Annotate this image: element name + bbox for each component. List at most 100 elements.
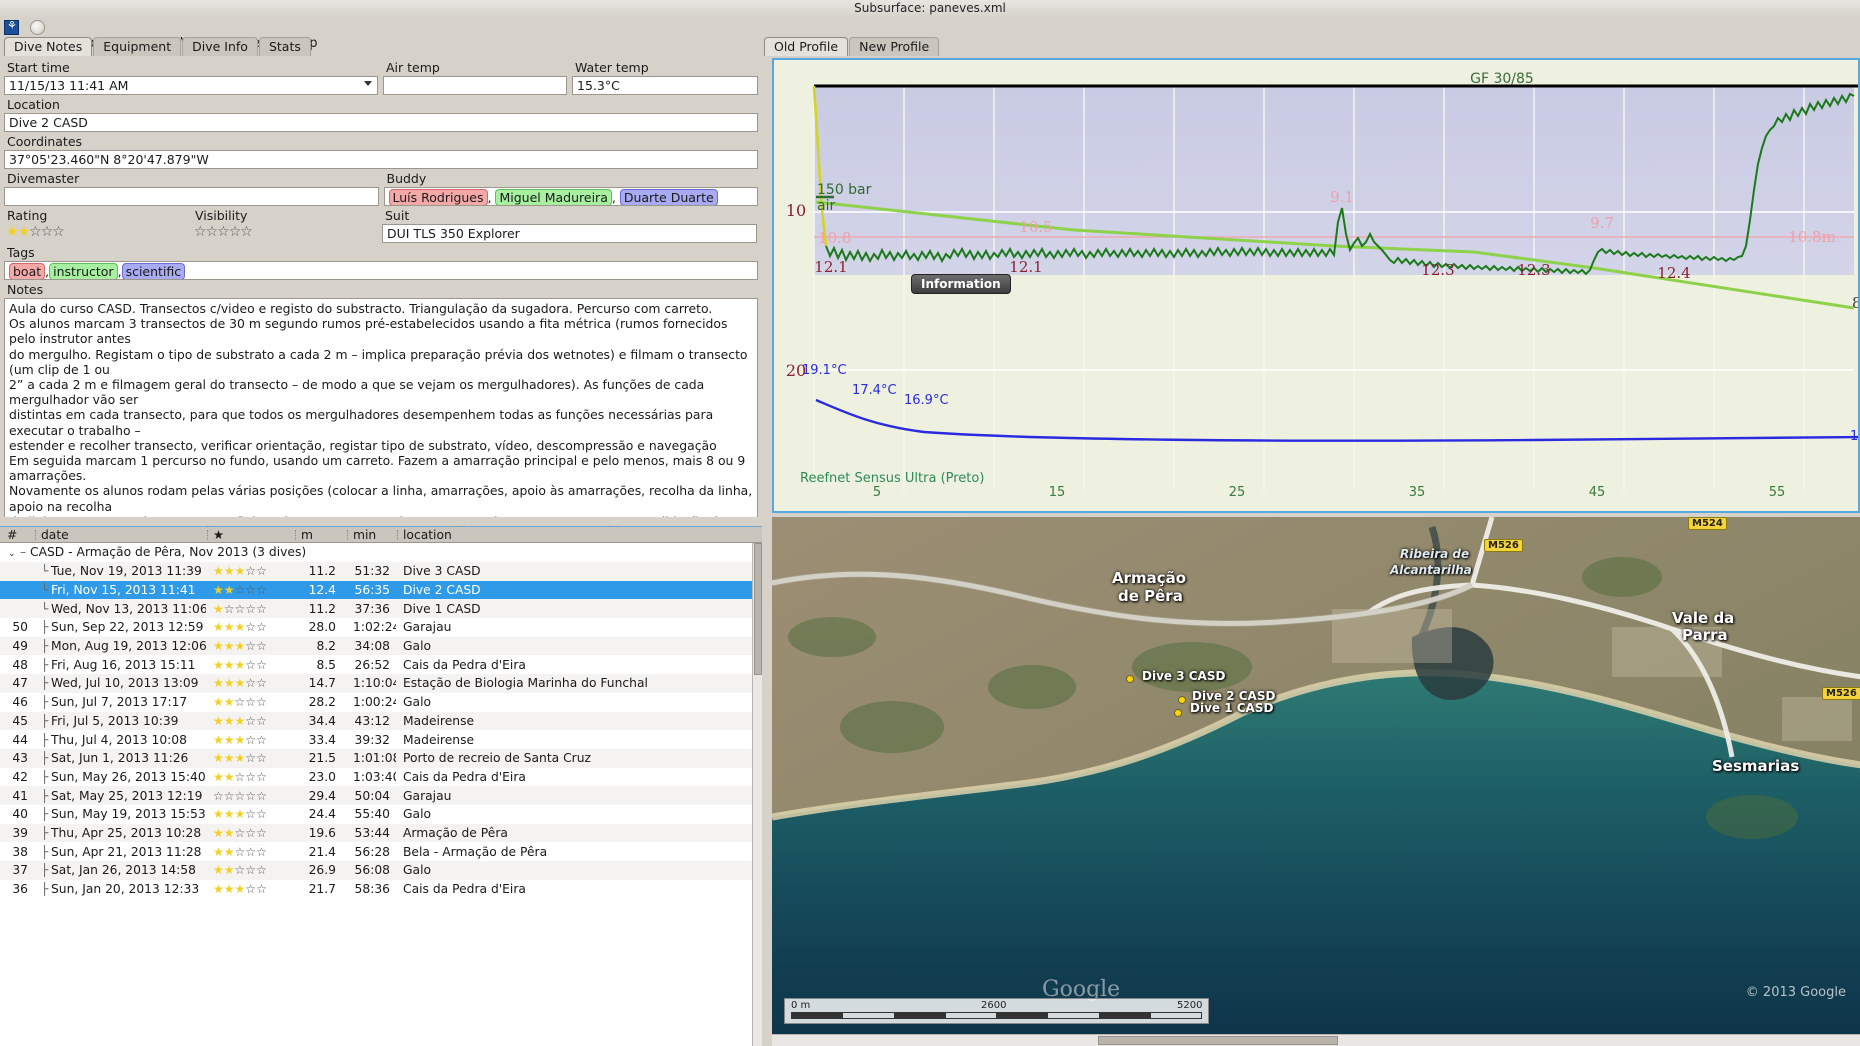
table-row[interactable]: 41 ├ Sat, May 25, 2013 12:19 ☆☆☆☆☆ 29.4 50:04… xyxy=(0,786,762,805)
map-scrollbar[interactable] xyxy=(772,1034,1860,1046)
table-row[interactable]: 46 ├ Sun, Jul 7, 2013 17:17 ★★☆☆☆ 28.2 1:00:2… xyxy=(0,693,762,712)
cell-rating[interactable]: ★★★☆☆ xyxy=(213,564,267,579)
map-label-dive-2[interactable]: Dive 2 CASD xyxy=(1192,689,1276,703)
buddy-chip[interactable]: Luís Rodrigues xyxy=(388,189,488,205)
cell-date: ├ Mon, Aug 19, 2013 12:06 xyxy=(41,639,206,654)
column-header-date[interactable]: date xyxy=(34,528,206,542)
tab-equipment[interactable]: Equipment xyxy=(93,37,182,56)
cell-rating[interactable]: ★★★☆☆ xyxy=(213,732,267,747)
dive-profile-chart[interactable]: 10 20 5 15 25 35 45 55 GF 30/85 150 bar … xyxy=(772,58,1860,513)
cell-depth: 8.2 xyxy=(316,639,336,654)
cell-rating[interactable]: ★★☆☆☆ xyxy=(213,769,267,784)
column-header-depth[interactable]: m xyxy=(294,528,346,542)
dive-map[interactable]: Armação de Pêra Ribeira de Alcantarilha … xyxy=(772,517,1860,1046)
table-row[interactable]: └ Wed, Nov 13, 2013 11:06 ★☆☆☆☆ 11.2 37:36 Di… xyxy=(0,599,762,619)
notes-textarea[interactable]: Aula do curso CASD. Transectos c/video e… xyxy=(4,298,758,522)
cell-rating[interactable]: ★★☆☆☆ xyxy=(213,695,267,710)
cell-rating[interactable]: ★★★☆☆ xyxy=(213,620,267,635)
table-row[interactable]: 42 ├ Sun, May 26, 2013 15:40 ★★☆☆☆ 23.0 1:03:… xyxy=(0,768,762,787)
chevron-down-icon[interactable] xyxy=(363,81,372,86)
table-row[interactable]: 48 ├ Fri, Aug 16, 2013 15:11 ★★★☆☆ 8.5 26:52 C… xyxy=(0,655,762,674)
y-tick-20: 20 xyxy=(786,361,806,380)
cell-rating[interactable]: ★★★☆☆ xyxy=(213,639,267,654)
dive-list-scrollbar[interactable] xyxy=(752,543,762,1046)
map-label-dive-1[interactable]: Dive 1 CASD xyxy=(1190,701,1274,715)
tag-chip[interactable]: scientific xyxy=(121,263,186,279)
tag-separator: , xyxy=(45,264,50,279)
tree-dash: ├ xyxy=(41,807,49,822)
coordinates-input[interactable]: 37°05'23.460"N 8°20'47.879"W xyxy=(4,150,758,169)
tab-dive-notes[interactable]: Dive Notes xyxy=(4,37,93,56)
tag-chip[interactable]: boat xyxy=(9,263,46,279)
visibility-stars[interactable]: ☆☆☆☆☆ xyxy=(194,224,253,240)
table-row[interactable]: └ Fri, Nov 15, 2013 11:41 ★★☆☆☆ 12.4 56:35 Di… xyxy=(0,580,762,600)
divemaster-input[interactable] xyxy=(4,187,379,206)
cell-rating[interactable]: ★★★☆☆ xyxy=(213,882,267,897)
chevron-down-icon[interactable]: ⌄ xyxy=(8,549,16,559)
table-row[interactable]: 50 ├ Sun, Sep 22, 2013 12:59 ★★★☆☆ 28.0 1:02:… xyxy=(0,618,762,637)
cell-location: Bela - Armação de Pêra xyxy=(403,844,548,859)
table-row[interactable]: 49 ├ Mon, Aug 19, 2013 12:06 ★★★☆☆ 8.2 34:08 G… xyxy=(0,636,762,656)
table-row[interactable]: 47 ├ Wed, Jul 10, 2013 13:09 ★★★☆☆ 14.7 1:10:… xyxy=(0,674,762,693)
cell-rating[interactable]: ★★☆☆☆ xyxy=(213,844,267,859)
water-temp-input[interactable]: 15.3°C xyxy=(572,76,758,95)
column-header-duration[interactable]: min xyxy=(346,528,396,542)
table-row[interactable]: 44 ├ Thu, Jul 4, 2013 10:08 ★★★☆☆ 33.4 39:32 M… xyxy=(0,730,762,749)
cell-rating[interactable]: ★★★☆☆ xyxy=(213,807,267,822)
cell-rating[interactable]: ★★★☆☆ xyxy=(213,657,267,672)
buddy-input[interactable]: Luís Rodrigues, Miguel Madureira, Duarte… xyxy=(383,187,758,206)
table-row[interactable]: 43 ├ Sat, Jun 1, 2013 11:26 ★★★☆☆ 21.5 1:01:0… xyxy=(0,748,762,768)
start-time-input[interactable]: 11/15/13 11:41 AM xyxy=(4,76,378,95)
tab-old-profile[interactable]: Old Profile xyxy=(764,37,849,56)
tab-dive-info[interactable]: Dive Info xyxy=(182,37,258,56)
suit-input[interactable]: DUI TLS 350 Explorer xyxy=(382,224,757,243)
tank-pressure-line xyxy=(815,200,1855,310)
air-temp-input[interactable] xyxy=(382,76,567,95)
tree-dash: ├ xyxy=(41,695,49,710)
tab-new-profile[interactable]: New Profile xyxy=(849,37,940,56)
tab-stats[interactable]: Stats xyxy=(258,37,311,56)
column-header-number[interactable]: # xyxy=(7,527,18,542)
column-header-rating[interactable]: ★ xyxy=(206,528,294,542)
splitter-handle[interactable]: ... ... ... xyxy=(0,517,762,530)
tree-dash: └ xyxy=(41,583,49,598)
cell-rating[interactable]: ★★★☆☆ xyxy=(213,676,267,691)
table-row[interactable]: 37 ├ Sat, Jan 26, 2013 14:58 ★★☆☆☆ 26.9 56:08… xyxy=(0,861,762,880)
cell-rating[interactable]: ★☆☆☆☆ xyxy=(213,601,267,616)
table-row[interactable]: 39 ├ Thu, Apr 25, 2013 10:28 ★★☆☆☆ 19.6 53:44… xyxy=(0,823,762,843)
dive-trip-group[interactable]: ⌄ – CASD - Armação de Pêra, Nov 2013 (3 di… xyxy=(0,543,762,562)
tag-chip[interactable]: instructor xyxy=(49,263,118,279)
table-row[interactable]: 36 ├ Sun, Jan 20, 2013 12:33 ★★★☆☆ 21.7 58:36… xyxy=(0,880,762,899)
cell-date: ├ Sat, Jun 1, 2013 11:26 xyxy=(41,751,189,766)
cell-rating[interactable]: ★★☆☆☆ xyxy=(213,863,267,878)
table-row[interactable]: └ Tue, Nov 19, 2013 11:39 ★★★☆☆ 11.2 51:32 Di… xyxy=(0,562,762,581)
dive-list-rows[interactable]: ⌄ – CASD - Armação de Pêra, Nov 2013 (3 di… xyxy=(0,543,762,1046)
table-row[interactable]: 45 ├ Fri, Jul 5, 2013 10:39 ★★★☆☆ 34.4 43:12 M… xyxy=(0,711,762,731)
cell-number: 40 xyxy=(12,807,28,822)
buddy-chip[interactable]: Duarte Duarte xyxy=(619,189,718,205)
location-input[interactable]: Dive 2 CASD xyxy=(4,113,758,132)
map-label-dive-3[interactable]: Dive 3 CASD xyxy=(1142,669,1226,683)
cell-duration: 55:40 xyxy=(354,807,390,822)
information-button[interactable]: Information xyxy=(911,274,1011,294)
y-tick-10: 10 xyxy=(786,201,806,220)
notes-line: Aula do curso CASD. Transectos c/video e… xyxy=(9,301,713,316)
location-label: Location xyxy=(7,97,60,112)
tags-input[interactable]: boat, instructor, scientific xyxy=(4,261,758,280)
cell-rating[interactable]: ★★★☆☆ xyxy=(213,713,267,728)
column-header-location[interactable]: location xyxy=(396,528,762,542)
table-row[interactable]: 38 ├ Sun, Apr 21, 2013 11:28 ★★☆☆☆ 21.4 56:28… xyxy=(0,842,762,861)
table-row[interactable]: 40 ├ Sun, May 19, 2013 15:53 ★★★☆☆ 24.4 55:40… xyxy=(0,805,762,824)
cell-rating[interactable]: ★★☆☆☆ xyxy=(213,583,267,598)
cell-rating[interactable]: ☆☆☆☆☆ xyxy=(213,788,267,803)
cell-rating[interactable]: ★★★☆☆ xyxy=(213,751,267,766)
cell-location: Galo xyxy=(403,695,432,710)
scale-mid: 2600 xyxy=(981,1000,1007,1011)
scrollbar-thumb[interactable] xyxy=(754,543,762,675)
cell-rating[interactable]: ★★☆☆☆ xyxy=(213,825,267,840)
rating-stars[interactable]: ★★☆☆☆ xyxy=(6,224,65,240)
scrollbar-thumb[interactable] xyxy=(1098,1036,1338,1045)
cell-location: Galo xyxy=(403,863,432,878)
buddy-chip[interactable]: Miguel Madureira xyxy=(495,189,612,205)
cell-number: 38 xyxy=(12,844,28,859)
